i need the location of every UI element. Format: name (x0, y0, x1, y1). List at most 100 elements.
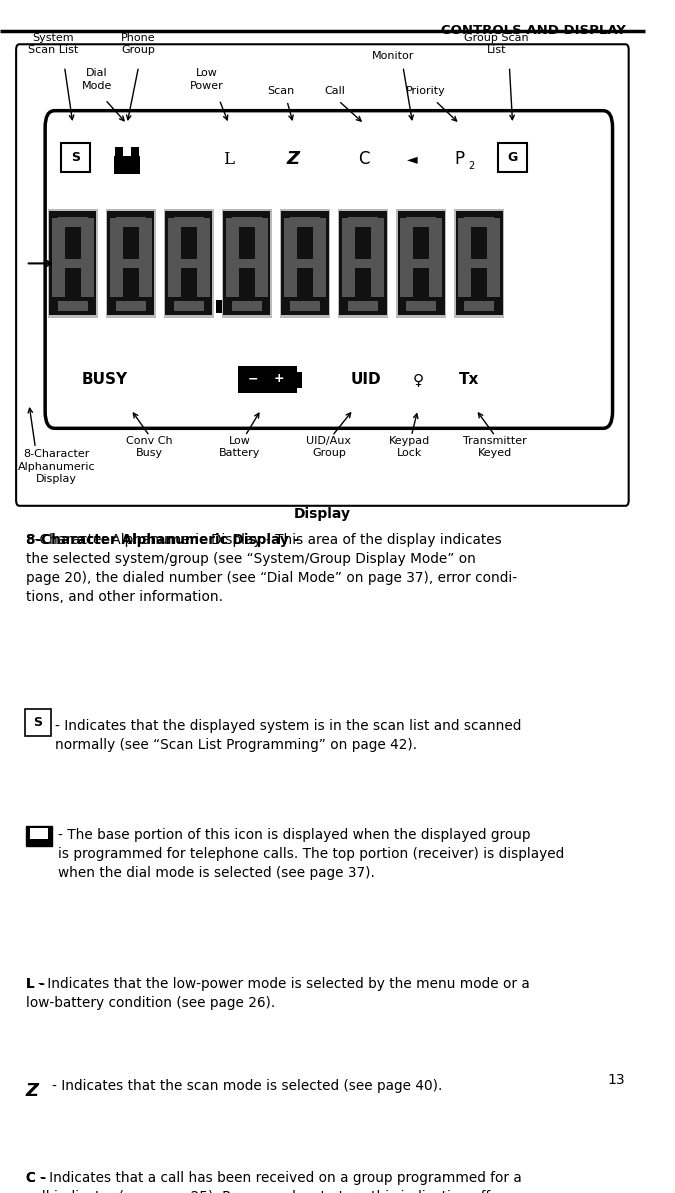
Text: Dial
Mode: Dial Mode (82, 68, 112, 91)
Bar (174, 302, 204, 311)
Bar (216, 299, 222, 314)
Bar (290, 259, 320, 268)
Bar (197, 218, 210, 258)
Text: +: + (274, 372, 284, 385)
Text: Keypad
Lock: Keypad Lock (389, 437, 430, 458)
Bar (139, 218, 152, 258)
Bar (406, 259, 436, 268)
Bar (464, 302, 494, 311)
Bar (116, 302, 146, 311)
Bar (26, 826, 51, 846)
Bar (131, 147, 138, 156)
Bar (223, 211, 271, 315)
Bar (114, 156, 140, 174)
Text: Scan: Scan (267, 86, 294, 97)
Bar (232, 302, 262, 311)
Text: - The base portion of this icon is displayed when the displayed group
is program: - The base portion of this icon is displ… (58, 828, 564, 879)
Bar (226, 256, 239, 297)
Bar (30, 828, 48, 839)
Bar (197, 256, 210, 297)
Bar (281, 211, 329, 315)
Text: - Indicates that the displayed system is in the scan list and scanned
normally (: - Indicates that the displayed system is… (55, 719, 522, 753)
Bar (342, 218, 355, 258)
Bar (400, 256, 413, 297)
Text: Z: Z (287, 150, 300, 168)
Text: 8-Character Alphanumeric Display -: 8-Character Alphanumeric Display - (26, 533, 299, 548)
Text: C -: C - (26, 1172, 46, 1185)
Bar (454, 209, 504, 317)
Bar (174, 259, 204, 268)
Bar (297, 372, 302, 388)
Bar (116, 259, 146, 268)
Text: −: − (248, 372, 259, 385)
Bar (487, 218, 500, 258)
Bar (110, 218, 123, 258)
Text: L -: L - (26, 977, 45, 991)
Text: Low
Power: Low Power (190, 68, 223, 91)
Bar (400, 218, 413, 258)
FancyBboxPatch shape (45, 111, 612, 428)
Text: System
Scan List: System Scan List (28, 33, 78, 55)
Text: BUSY: BUSY (82, 372, 128, 387)
FancyBboxPatch shape (16, 44, 628, 506)
Bar (313, 256, 326, 297)
Text: G: G (508, 150, 518, 163)
Bar (342, 256, 355, 297)
Bar (313, 218, 326, 258)
Bar (49, 211, 97, 315)
Bar (165, 211, 213, 315)
Text: C: C (358, 150, 370, 168)
Text: UID: UID (351, 372, 381, 387)
Text: CONTROLS AND DISPLAY: CONTROLS AND DISPLAY (441, 24, 626, 37)
Bar (81, 256, 94, 297)
Bar (168, 218, 181, 258)
Bar (284, 218, 297, 258)
FancyBboxPatch shape (61, 143, 90, 172)
Text: Z: Z (26, 1082, 38, 1100)
Text: Monitor: Monitor (372, 51, 414, 61)
Bar (371, 256, 384, 297)
Bar (106, 209, 156, 317)
Bar (348, 259, 378, 268)
Bar (340, 211, 387, 315)
Text: L: L (223, 150, 234, 168)
Bar (81, 218, 94, 258)
Bar (290, 217, 320, 227)
Bar (232, 259, 262, 268)
Bar (222, 209, 272, 317)
Bar (348, 302, 378, 311)
Text: Transmitter
Keyed: Transmitter Keyed (463, 437, 527, 458)
Text: Call: Call (325, 86, 346, 97)
Bar (255, 218, 268, 258)
Bar (290, 302, 320, 311)
Bar (58, 217, 88, 227)
Bar (58, 302, 88, 311)
Text: 2: 2 (468, 161, 475, 171)
Bar (52, 256, 65, 297)
FancyBboxPatch shape (25, 710, 51, 736)
Bar (52, 218, 65, 258)
FancyBboxPatch shape (498, 143, 526, 172)
Text: Phone
Group: Phone Group (122, 33, 156, 55)
Bar (174, 217, 204, 227)
Bar (458, 256, 471, 297)
Bar (58, 259, 88, 268)
Text: 8-Character
Alphanumeric
Display: 8-Character Alphanumeric Display (18, 450, 96, 484)
Bar (232, 217, 262, 227)
Text: 8-Character Alphanumeric Display - This area of the display indicates
the select: 8-Character Alphanumeric Display - This … (26, 533, 517, 605)
Bar (456, 211, 503, 315)
Text: C - Indicates that a call has been received on a group programmed for a
call ind: C - Indicates that a call has been recei… (26, 1172, 522, 1193)
Bar (110, 256, 123, 297)
Bar (338, 209, 388, 317)
Text: Conv Ch
Busy: Conv Ch Busy (126, 437, 173, 458)
Text: ◄: ◄ (407, 153, 418, 166)
Bar (48, 209, 98, 317)
Text: UID/Aux
Group: UID/Aux Group (306, 437, 352, 458)
Bar (284, 256, 297, 297)
Text: ♀: ♀ (412, 372, 423, 387)
Text: P: P (455, 150, 465, 168)
Text: Priority: Priority (406, 86, 446, 97)
Text: S: S (34, 716, 43, 729)
Bar (115, 147, 123, 156)
Bar (164, 209, 214, 317)
